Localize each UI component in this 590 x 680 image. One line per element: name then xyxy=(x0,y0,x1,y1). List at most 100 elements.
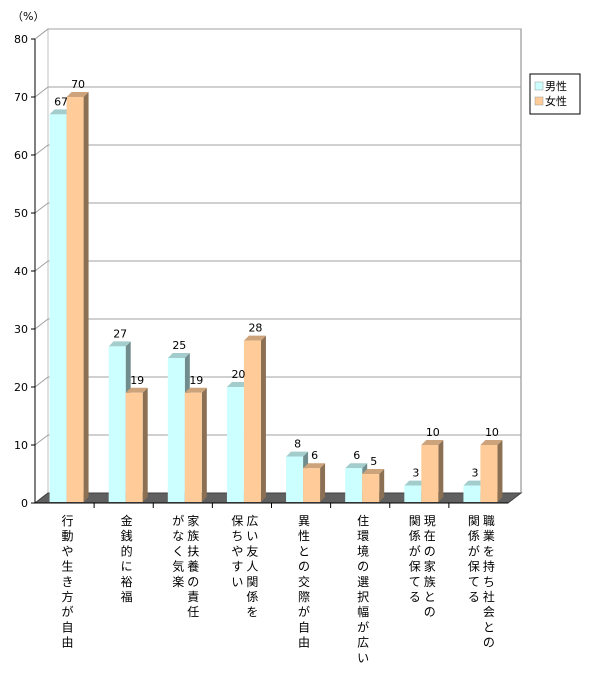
bar-side xyxy=(83,92,89,502)
legend-label: 男性 xyxy=(545,79,567,93)
category-label: 住環境の選択幅が広い xyxy=(357,514,369,665)
bar-side xyxy=(320,463,326,502)
gridline-side xyxy=(34,202,49,214)
y-tick-label: 10 xyxy=(14,439,28,452)
bar-side xyxy=(438,440,444,502)
bar-front xyxy=(243,340,261,502)
bar-front xyxy=(108,346,126,502)
bar-top xyxy=(480,440,503,445)
data-label: 67 xyxy=(54,95,68,108)
data-label: 3 xyxy=(471,467,478,480)
category-label: がなく気楽 xyxy=(172,513,184,589)
data-label: 8 xyxy=(294,438,301,451)
y-tick-label: 40 xyxy=(14,265,28,278)
bar-front xyxy=(66,97,84,502)
bar-female xyxy=(303,463,326,502)
bar-front xyxy=(362,474,380,502)
category-label: 関係が保てる xyxy=(468,514,480,604)
category-label: 行動や生き方が自由 xyxy=(62,514,74,650)
bar-top xyxy=(362,469,385,474)
y-axis-label: （%） xyxy=(12,10,44,23)
category-label: 職業を持ち社会との xyxy=(483,514,495,650)
data-label: 6 xyxy=(353,449,360,462)
data-label: 3 xyxy=(412,467,419,480)
bar-top xyxy=(49,109,72,115)
bar-top xyxy=(125,387,148,393)
data-label: 10 xyxy=(426,426,440,439)
bar-front xyxy=(125,392,143,502)
gridline-side xyxy=(34,434,49,446)
bar-front xyxy=(226,387,244,502)
bar-top xyxy=(345,463,368,469)
bar-female xyxy=(66,92,89,502)
bar-top xyxy=(108,341,131,347)
bar-front xyxy=(345,468,363,502)
y-tick-label: 20 xyxy=(14,381,28,394)
bar-top xyxy=(66,92,89,97)
floor xyxy=(33,492,523,504)
gridlines xyxy=(34,28,521,446)
data-label: 28 xyxy=(248,322,262,335)
data-label: 19 xyxy=(130,374,144,387)
bar-front xyxy=(167,358,185,502)
bar-front xyxy=(49,114,67,503)
category-label: 異性との交際が自由 xyxy=(298,514,310,650)
bar-top xyxy=(303,463,326,469)
bar-male xyxy=(286,451,309,502)
y-tick-label: 80 xyxy=(14,33,28,46)
bar-female xyxy=(480,440,503,502)
bar-top xyxy=(421,440,444,445)
bar-female xyxy=(184,387,207,502)
bar-top xyxy=(167,353,190,358)
bar-top xyxy=(226,382,249,387)
data-label: 5 xyxy=(370,455,377,468)
gridline-side xyxy=(34,144,49,156)
y-tick-label: 0 xyxy=(21,497,28,510)
y-tick-label: 50 xyxy=(14,207,28,220)
legend-swatch xyxy=(534,81,544,91)
bar-female xyxy=(421,440,444,502)
gridline-side xyxy=(34,28,49,40)
y-tick-label: 60 xyxy=(14,149,28,162)
bar-front xyxy=(303,468,321,502)
category-label: 保ちやすい xyxy=(231,514,243,589)
bar-top xyxy=(286,451,309,457)
y-axis: 0 10 20 30 40 50 60 70 80 xyxy=(14,33,36,510)
bar-front xyxy=(404,485,422,502)
bar-side xyxy=(201,387,207,502)
bar-female xyxy=(362,469,385,502)
category-label: 金銭的に裕福 xyxy=(121,513,133,604)
data-label: 20 xyxy=(231,368,245,381)
y-tick-label: 30 xyxy=(14,323,28,336)
data-label: 6 xyxy=(311,449,318,462)
chart-back-wall xyxy=(34,27,522,505)
data-label: 19 xyxy=(189,374,203,387)
data-label: 27 xyxy=(113,327,127,340)
bar-side xyxy=(260,335,266,502)
bar-female xyxy=(243,335,266,502)
bar-front xyxy=(184,392,202,502)
category-label: 関係が保てる xyxy=(409,514,421,604)
data-label: 70 xyxy=(71,78,85,91)
y-tick-label: 70 xyxy=(14,91,28,104)
data-label: 25 xyxy=(172,339,186,352)
gridline-side xyxy=(34,376,49,388)
bar-top xyxy=(243,335,266,341)
legend-label: 女性 xyxy=(545,94,567,108)
data-label: 10 xyxy=(485,426,499,439)
gridline-side xyxy=(34,318,49,330)
category-label: 現在の家族との xyxy=(424,514,436,619)
bar-front xyxy=(463,485,481,502)
category-label: 家族扶養の責任 xyxy=(187,513,199,619)
bar-top xyxy=(463,480,486,486)
category-label: 広い友人関係を xyxy=(246,514,258,619)
chart-floor xyxy=(33,492,523,504)
bar-front xyxy=(286,456,304,502)
bar-female xyxy=(125,387,148,502)
bar-front xyxy=(480,445,498,502)
bar-front xyxy=(421,445,439,502)
